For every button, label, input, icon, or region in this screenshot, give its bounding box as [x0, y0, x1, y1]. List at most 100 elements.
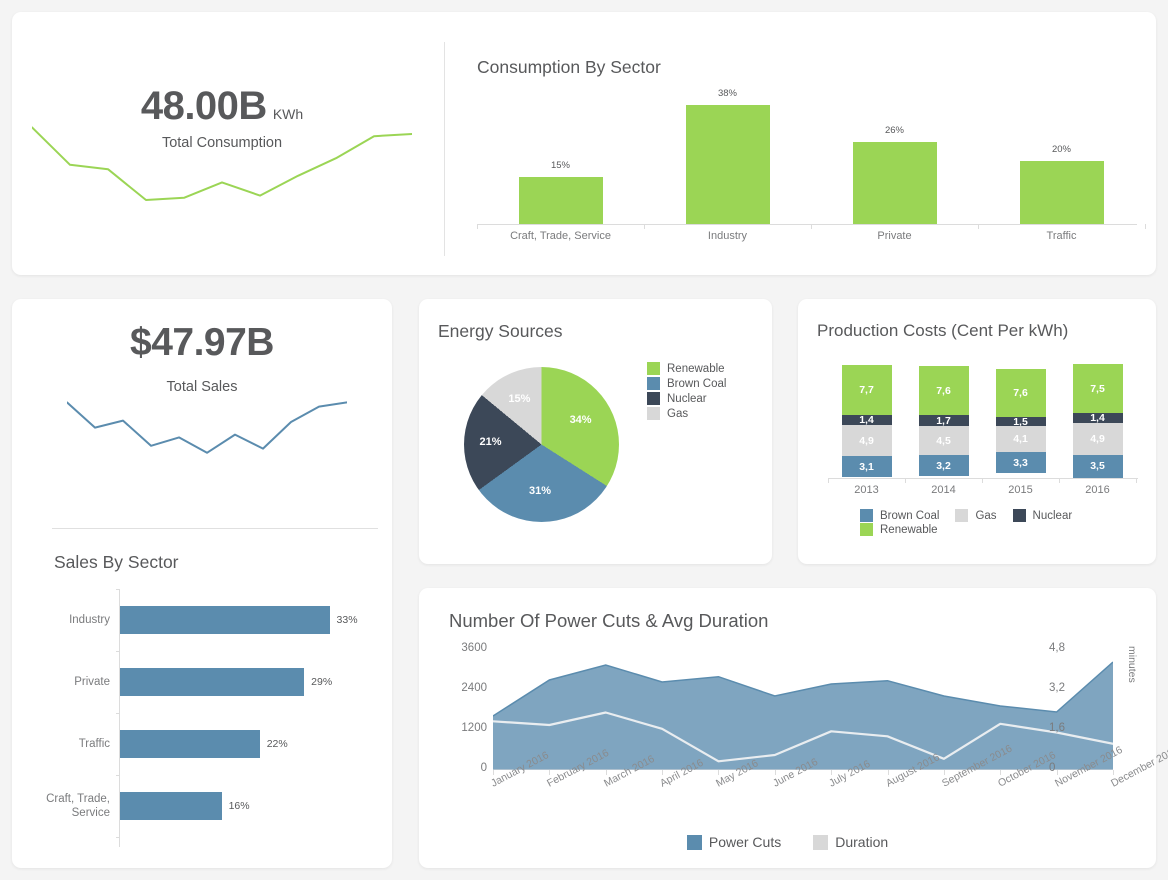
x-axis-tick: [1113, 770, 1114, 775]
stack-segment[interactable]: 4,1: [995, 426, 1046, 453]
power-cuts-chart: 0 1200 2400 3600 0 1,6 3,2 4,8 January 2016 Febru…: [441, 636, 1168, 806]
segment-value-label: 3,3: [1013, 456, 1028, 469]
bar[interactable]: [1019, 161, 1104, 224]
stack-segment[interactable]: 7,6: [995, 369, 1046, 418]
stack-segment[interactable]: 3,5: [1072, 454, 1123, 478]
energy-sources-title: Energy Sources: [438, 321, 563, 341]
stacked-bar: 7,5 1,4 4,9 3,5: [1072, 364, 1123, 478]
bar-row: Craft, Trade, Service 16%: [46, 775, 374, 837]
axis-tick: [811, 224, 812, 229]
segment-value-label: 1,7: [936, 414, 951, 427]
legend-label: Renewable: [880, 523, 938, 536]
segment-value-label: 1,4: [1090, 412, 1105, 425]
total-sales-value: $47.97B: [130, 321, 274, 364]
bar-category-label: Traffic: [78, 738, 110, 750]
y-axis-tick-right: 3,2: [1049, 682, 1065, 694]
stack-segment[interactable]: 7,6: [918, 365, 969, 416]
bar-group: 20% Traffic: [978, 92, 1145, 242]
bar-value-label: 29%: [311, 676, 333, 688]
axis-tick: [116, 713, 120, 714]
stack-segment[interactable]: 1,5: [995, 416, 1046, 428]
bar-value-label: 26%: [884, 125, 905, 137]
stacked-bar: 7,6 1,7 4,5 3,2: [918, 365, 969, 478]
segment-value-label: 3,5: [1090, 460, 1105, 473]
energy-sources-pie: 34% 31% 21% 15%: [464, 367, 619, 522]
bar-group: 38% Industry: [644, 88, 811, 242]
consumption-card: 48.00B KWh Total Consumption Consumption …: [12, 12, 1156, 275]
bar-value-label: 38%: [717, 87, 738, 99]
stack-group: 7,6 1,5 4,1 3,3 2015: [982, 364, 1059, 496]
x-axis-tick: [831, 770, 833, 775]
legend-swatch: [647, 392, 660, 405]
legend-swatch: [647, 377, 660, 390]
legend-item[interactable]: Brown Coal: [860, 509, 939, 522]
stack-segment[interactable]: 3,2: [918, 455, 969, 477]
stack-segment[interactable]: 3,3: [995, 452, 1046, 473]
axis-tick: [116, 589, 120, 590]
pie-slice-label: 21%: [479, 435, 502, 448]
bar-value-label: 16%: [228, 800, 250, 812]
sales-sparkline: [67, 401, 347, 454]
segment-value-label: 4,9: [859, 434, 874, 447]
bar-value-label: 20%: [1051, 144, 1072, 156]
legend-swatch: [1012, 509, 1026, 522]
bar-category-label: Craft, Trade, Service: [46, 793, 110, 819]
x-axis-tick: [887, 770, 889, 775]
power-cuts-legend: Power Cuts Duration: [419, 834, 1156, 850]
bar-row: Industry 33%: [69, 589, 374, 651]
legend-item[interactable]: Renewable: [647, 362, 726, 375]
y-axis-tick-right: 4,8: [1049, 642, 1065, 654]
segment-value-label: 3,1: [859, 460, 874, 473]
legend-item[interactable]: Renewable: [860, 523, 938, 536]
legend-swatch: [647, 362, 660, 375]
stack-segment[interactable]: 4,9: [1072, 422, 1123, 455]
legend-label: Renewable: [667, 362, 725, 375]
bar[interactable]: [518, 176, 603, 224]
stack-segment[interactable]: 1,7: [918, 414, 969, 427]
stack-category-label: 2013: [854, 484, 879, 496]
stacked-bar: 7,6 1,5 4,1 3,3: [995, 369, 1046, 478]
legend-item[interactable]: Nuclear: [1012, 509, 1072, 522]
legend-item[interactable]: Power Cuts: [686, 834, 781, 850]
stack-segment[interactable]: 7,5: [1072, 364, 1123, 414]
bar[interactable]: [120, 730, 260, 758]
production-costs-card: Production Costs (Cent Per kWh) 7,7 1,4 4,…: [798, 299, 1156, 564]
x-axis-tick: [943, 770, 945, 775]
stack-segment[interactable]: 1,4: [1072, 412, 1123, 425]
energy-sources-legend: Renewable Brown Coal Nuclear Gas: [647, 362, 726, 422]
x-axis-tick: [774, 770, 776, 775]
legend-item[interactable]: Gas: [647, 407, 726, 420]
stack-segment[interactable]: 7,7: [841, 365, 892, 416]
bar[interactable]: [685, 104, 770, 224]
legend-item[interactable]: Gas: [955, 509, 997, 522]
stack-segment[interactable]: 3,1: [841, 456, 892, 477]
stack-segment[interactable]: 4,5: [918, 426, 969, 456]
bar[interactable]: [120, 668, 305, 696]
axis-tick: [828, 478, 829, 483]
y-axis-tick-right: 1,6: [1049, 722, 1065, 734]
bar-value-label: 15%: [550, 159, 571, 171]
legend-swatch: [813, 834, 829, 850]
stack-group: 7,7 1,4 4,9 3,1 2013: [828, 364, 905, 496]
bar[interactable]: [852, 142, 937, 224]
stack-segment[interactable]: 1,4: [841, 414, 892, 426]
bar[interactable]: [120, 792, 222, 820]
legend-label: Nuclear: [667, 392, 707, 405]
legend-item[interactable]: Nuclear: [647, 392, 726, 405]
bar-group: 15% Craft, Trade, Service: [477, 92, 644, 242]
axis-tick: [477, 224, 478, 229]
power-cuts-card: Number Of Power Cuts & Avg Duration 0 120…: [419, 588, 1168, 868]
axis-tick: [116, 775, 120, 776]
stack-group: 7,5 1,4 4,9 3,5 2016: [1059, 364, 1136, 496]
legend-item[interactable]: Brown Coal: [647, 377, 726, 390]
segment-value-label: 7,6: [936, 384, 951, 397]
sales-by-sector-title: Sales By Sector: [54, 552, 179, 572]
legend-item[interactable]: Duration: [813, 834, 888, 850]
segment-value-label: 4,1: [1013, 433, 1028, 446]
x-axis-tick: [718, 770, 720, 775]
bar-group: 26% Private: [811, 92, 978, 242]
stack-segment[interactable]: 4,9: [841, 424, 892, 457]
bar[interactable]: [120, 606, 330, 634]
consumption-by-sector-chart: 15% Craft, Trade, Service 38% Industry 26% Pr…: [477, 88, 1146, 252]
